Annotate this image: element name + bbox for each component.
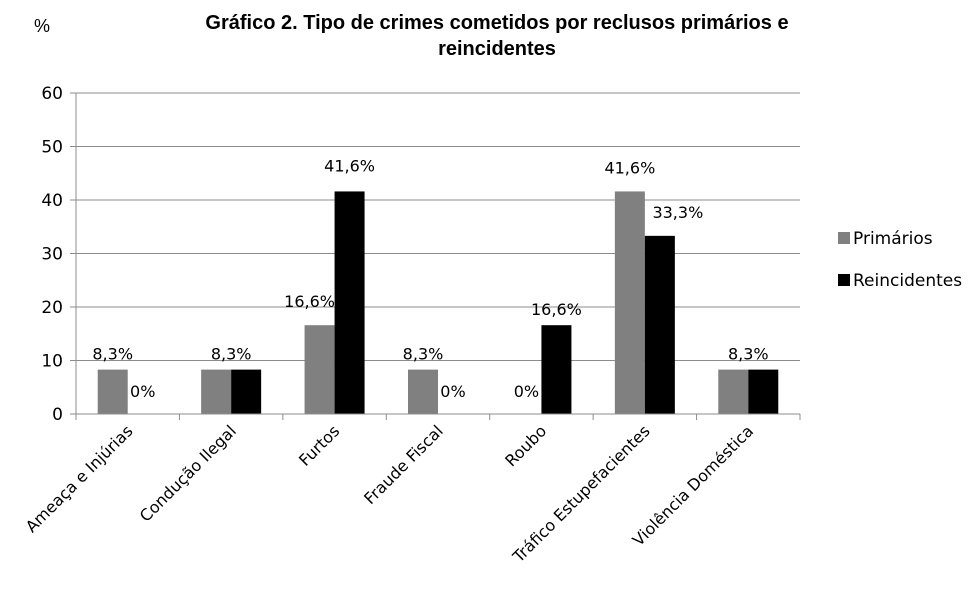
legend-label-reincidentes: Reincidentes [853,271,962,291]
x-category-label: Fraude Fiscal [360,421,447,508]
bar-primarios [718,369,749,414]
x-category-label: Violência Doméstica [629,421,757,549]
bar-primarios [304,325,335,414]
gridlines [76,92,800,361]
data-label: 8,3% [211,345,252,364]
bar-reincidentes [541,325,572,414]
x-category-label: Furtos [295,421,343,469]
data-label: 41,6% [324,156,375,175]
bar-primarios [408,369,438,414]
data-label: 16,6% [284,292,335,311]
y-tick-label: 20 [41,298,63,318]
y-tick-label: 0 [52,405,63,425]
data-label: 0% [440,382,465,401]
x-category-label: Condução Ilegal [136,421,240,525]
y-tick-label: 60 [41,84,63,104]
data-label: 16,6% [531,300,582,319]
data-label: 8,3% [403,345,444,364]
chart-title-line-1: Gráfico 2. Tipo de crimes cometidos por … [205,12,788,34]
data-labels: 8,3% 0% 8,3% 16,6% 41,6% 8,3% 0% 0% 16,6% 41,6% 33… [92,156,768,401]
y-axis-ticks: 0 10 20 30 40 50 60 [41,84,76,425]
data-label: 33,3% [652,203,703,222]
legend-swatch-primarios [838,232,850,244]
bars [97,191,779,414]
bar-reincidentes [644,235,675,414]
y-tick-label: 50 [41,138,63,158]
data-label: 0% [130,382,155,401]
axes [75,93,801,420]
y-tick-label: 40 [41,191,63,211]
data-label: 8,3% [92,345,133,364]
legend: Primários Reincidentes [838,229,962,291]
data-label: 0% [514,382,539,401]
bar-reincidentes [231,369,262,414]
x-category-label: Ameaça e Injúrias [22,421,137,536]
data-label: 8,3% [728,345,769,364]
y-axis-unit-label: % [34,16,50,36]
bar-primarios [201,369,232,414]
bar-reincidentes [334,191,365,414]
legend-swatch-reincidentes [838,274,850,286]
chart-title-line-2: reincidentes [438,38,556,60]
x-category-label: Roubo [501,421,550,470]
y-tick-label: 30 [41,245,63,265]
category-labels: Ameaça e Injúrias Condução Ilegal Furtos Fr… [22,421,757,566]
bar-primarios [97,369,128,414]
legend-label-primarios: Primários [853,229,933,249]
bar-reincidentes [748,369,779,414]
bar-primarios [614,191,645,414]
data-label: 41,6% [604,158,655,177]
y-tick-label: 10 [41,352,63,372]
